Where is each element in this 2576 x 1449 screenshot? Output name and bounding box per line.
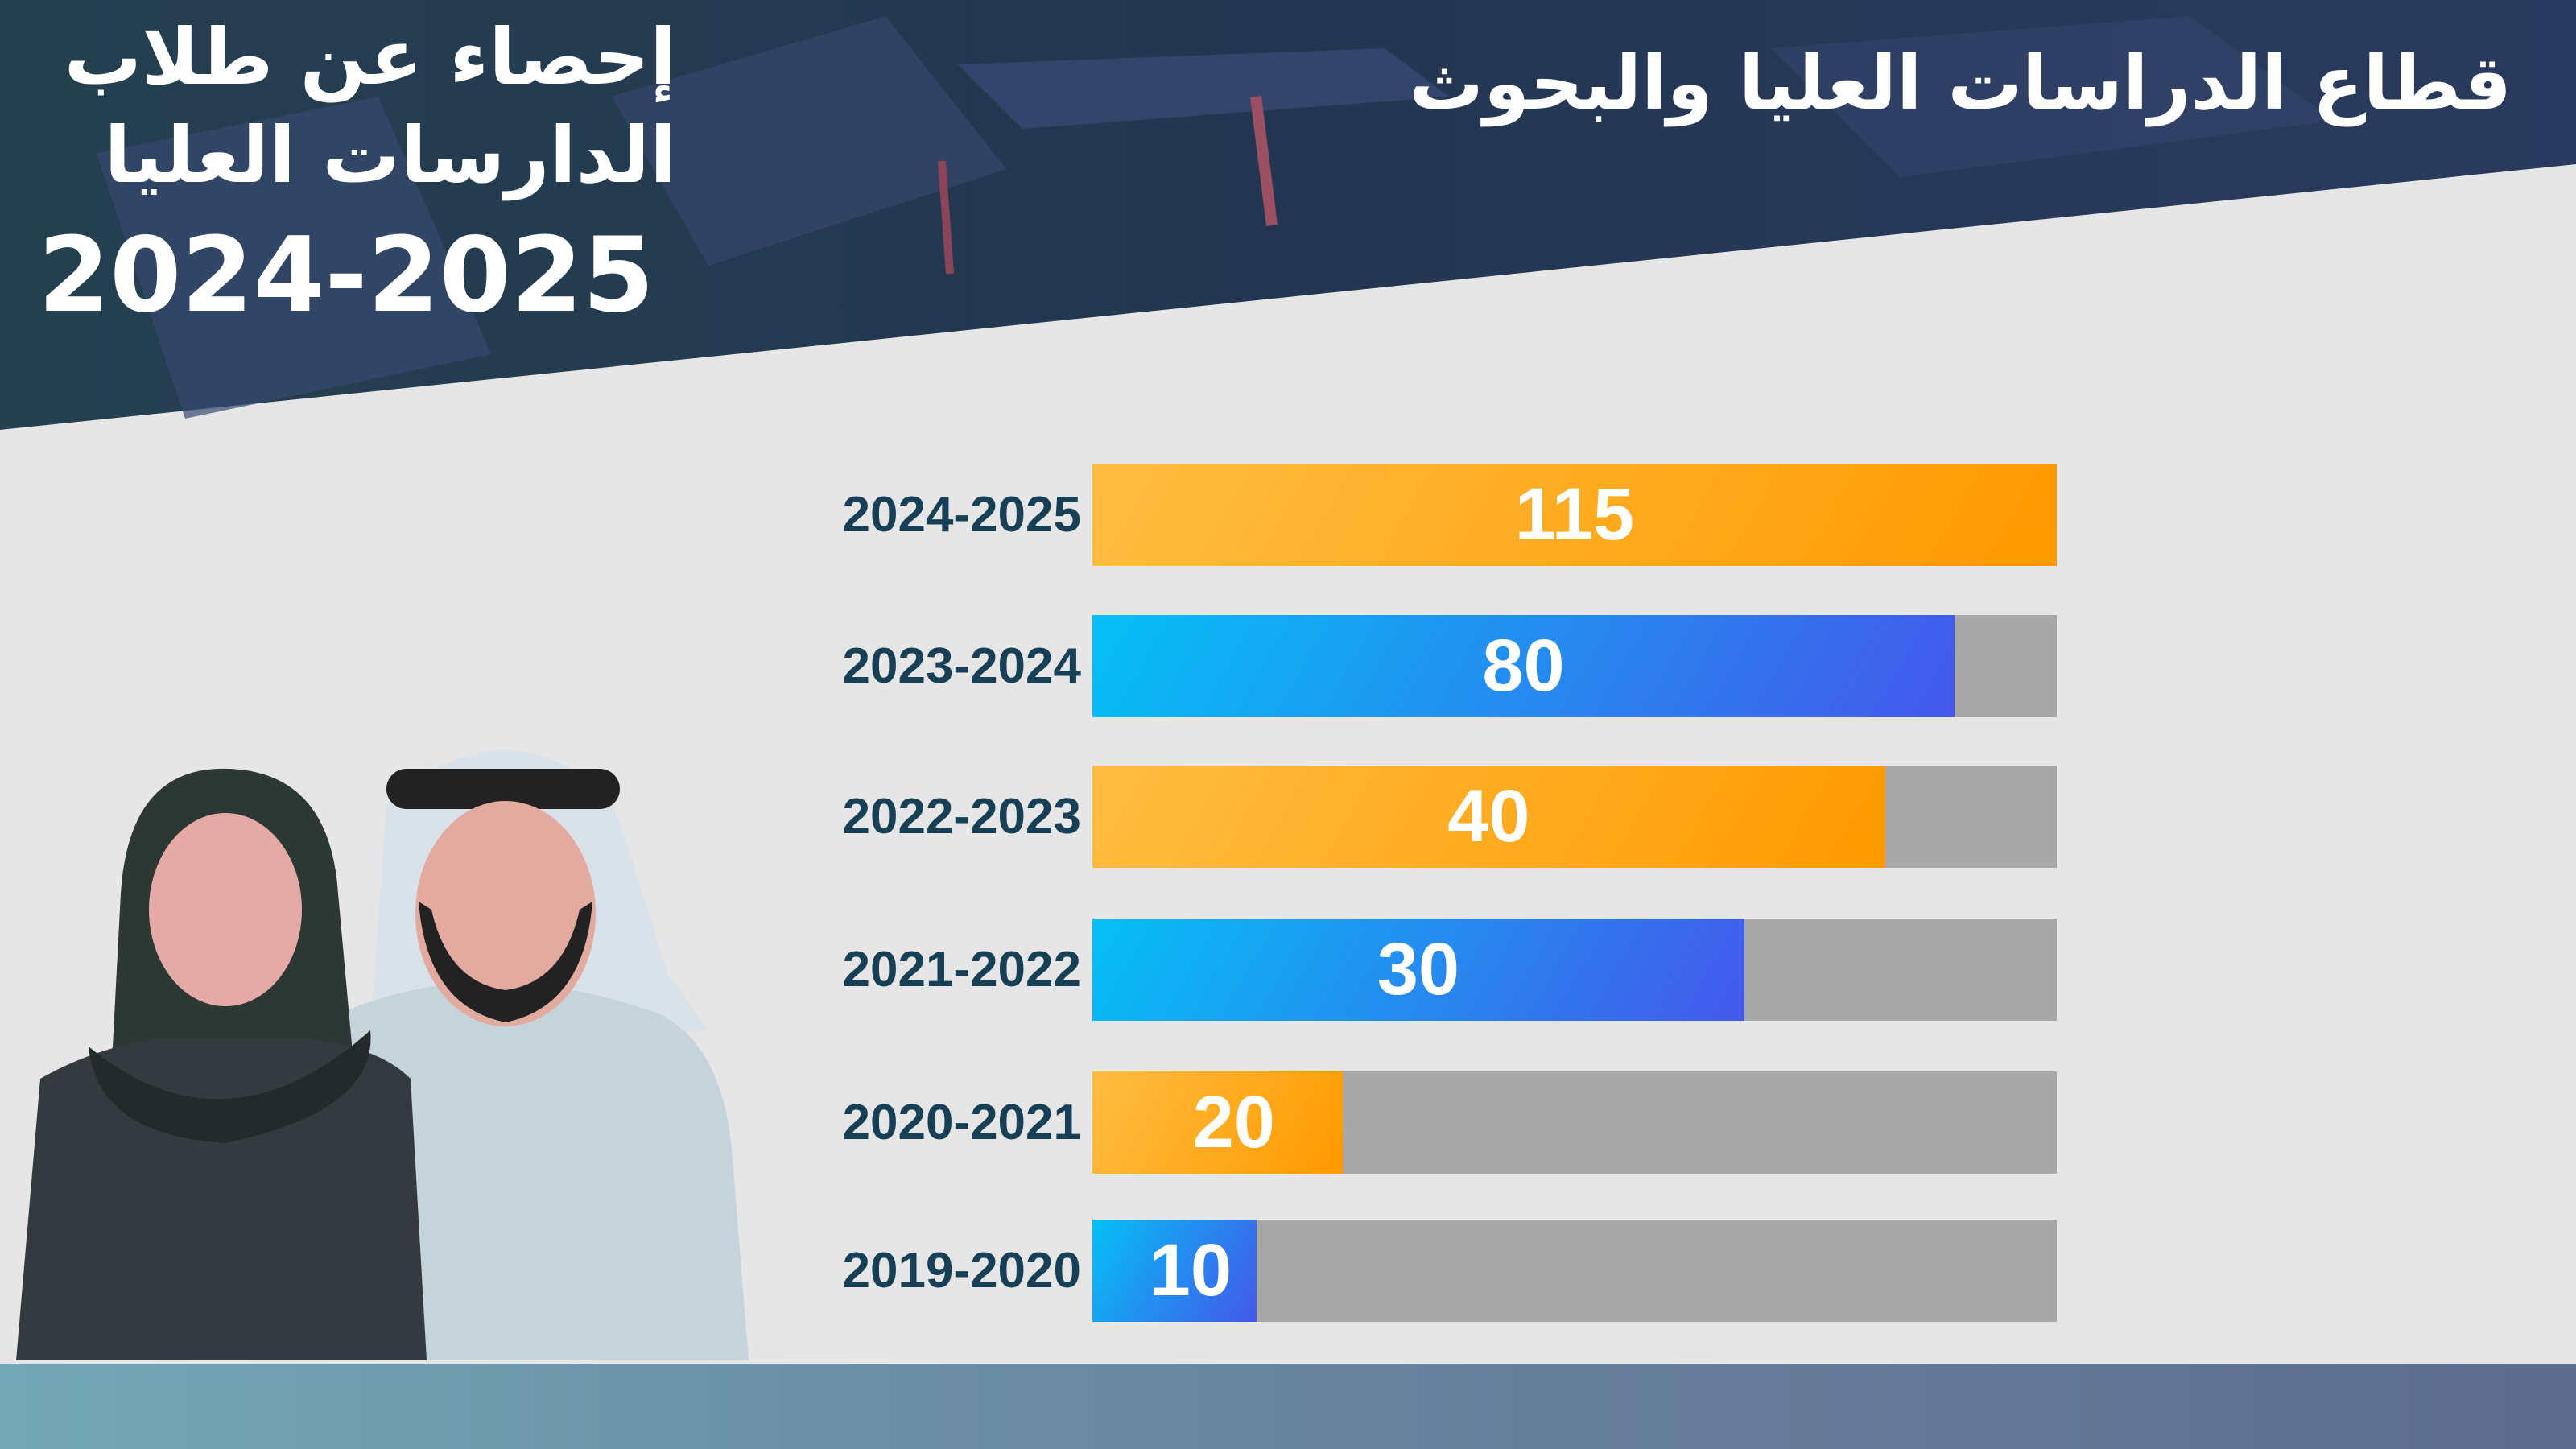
woman-face xyxy=(149,813,302,1006)
bar-row: 2024-2025 115 xyxy=(789,464,2077,566)
bar-row: 2023-2024 80 xyxy=(789,615,2077,717)
man-robe xyxy=(338,982,749,1360)
data-label: 40 xyxy=(1447,775,1530,857)
bar-track: 20 xyxy=(1092,1071,2057,1174)
category-label: 2021-2022 xyxy=(842,942,1082,997)
bar-track: 30 xyxy=(1092,919,2057,1021)
category-label: 2019-2020 xyxy=(842,1243,1082,1298)
category-label: 2020-2021 xyxy=(842,1095,1082,1150)
bar-track: 40 xyxy=(1092,766,2057,868)
data-label: 20 xyxy=(1192,1081,1275,1163)
bar-row: 2021-2022 30 xyxy=(789,919,2077,1021)
category-label: 2023-2024 xyxy=(842,638,1082,694)
category-label: 2024-2025 xyxy=(842,487,1082,543)
bar xyxy=(1092,919,1744,1021)
data-label: 115 xyxy=(1514,473,1635,555)
bar xyxy=(1092,615,1955,717)
data-label: 30 xyxy=(1377,928,1460,1010)
footer-band xyxy=(0,1364,2576,1449)
stats-title: إحصاء عن طلاب الدارسات العليا 2024-2025 xyxy=(16,8,676,336)
bar-row: 2019-2020 10 xyxy=(789,1220,2077,1322)
bar xyxy=(1092,1220,1257,1322)
man-agal xyxy=(386,769,620,809)
man-beard xyxy=(419,902,592,1022)
academic-year: 2024-2025 xyxy=(38,216,654,336)
bar xyxy=(1092,766,1885,868)
category-label: 2022-2023 xyxy=(842,789,1082,844)
data-label: 10 xyxy=(1149,1229,1232,1311)
students-illustration xyxy=(16,750,749,1360)
graduation-caps-banner xyxy=(0,0,2576,430)
bar-row: 2022-2023 40 xyxy=(789,766,2077,868)
woman-scarf xyxy=(89,1030,371,1143)
bar-track: 115 xyxy=(1092,464,2057,566)
woman-body xyxy=(16,1038,427,1360)
stats-title-line1: إحصاء عن طلاب xyxy=(64,12,676,102)
bar-track: 80 xyxy=(1092,615,2057,717)
data-label: 80 xyxy=(1482,625,1565,707)
department-title: قطاع الدراسات العليا والبحوث xyxy=(1409,40,2512,126)
bar-row: 2020-2021 20 xyxy=(789,1071,2077,1174)
bar xyxy=(1092,1071,1344,1174)
bar-track: 10 xyxy=(1092,1220,2057,1322)
bar xyxy=(1092,464,2057,566)
stats-title-line2: الدارسات العليا xyxy=(104,110,676,200)
